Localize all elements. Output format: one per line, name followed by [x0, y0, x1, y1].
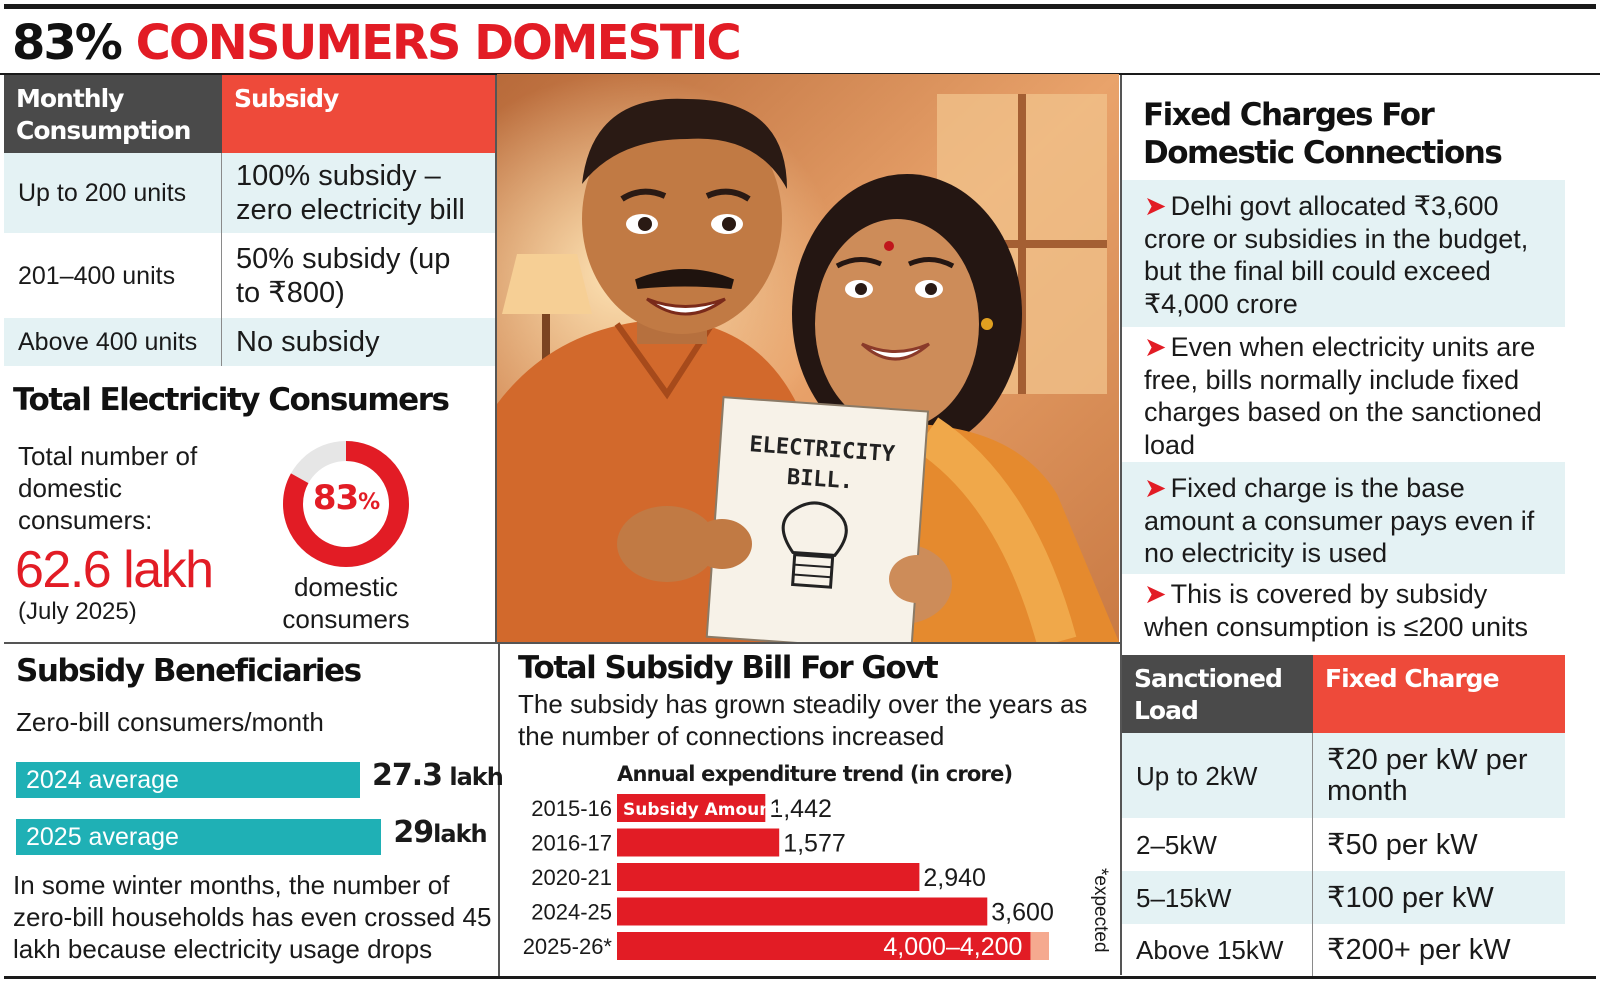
total-consumers-value: 62.6 lakh	[15, 541, 214, 599]
fixed-row-1-load: Up to 2kW	[1122, 733, 1313, 818]
subsidy-footnote: *expected	[1090, 868, 1111, 953]
fixed-row-3-charge: ₹100 per kW	[1313, 871, 1565, 924]
beneficiaries-value-unit: lakh	[442, 763, 503, 791]
table-header-subsidy: Subsidy	[222, 75, 495, 153]
fixed-point-1: ➤ Delhi govt allocated ₹3,600 crore or su…	[1122, 180, 1565, 327]
beneficiaries-bar-chart: 2024 average 27.3 lakh 2025 average 29lakh	[0, 0, 504, 855]
subsidy-bar	[617, 828, 780, 857]
fixed-point-2: ➤ Even when electricity units are free, b…	[1122, 327, 1565, 462]
table-row-3-subsidy: No subsidy	[222, 318, 495, 366]
beneficiaries-value-unit: lakh	[433, 820, 487, 848]
donut-label-value: 83%	[276, 478, 416, 518]
beneficiaries-value-1: 27.3 lakh	[371, 758, 504, 793]
bottom-rule	[4, 976, 1596, 979]
subsidy-bar	[617, 863, 920, 891]
donut-unit: %	[358, 490, 380, 515]
headline-percent: 83%	[12, 15, 123, 71]
fixed-point-4: ➤ This is covered by subsidy when consump…	[1122, 574, 1565, 654]
table-row-2-subsidy: 50% subsidy (up to ₹800)	[236, 242, 451, 309]
couple-illustration: ELECTRICITY BILL.	[497, 74, 1119, 642]
table-row-2-consumption: 201–400 units	[18, 261, 176, 290]
subsidy-value-label: 1,442	[769, 795, 832, 823]
divider-middle	[4, 642, 1120, 644]
total-consumers-date: (July 2025)	[18, 598, 137, 625]
fixed-point-4-text: This is covered by subsidy when consumpt…	[1144, 579, 1529, 642]
donut-value: 83	[312, 478, 359, 518]
subsidy-bill-subtitle: The subsidy has grown steadily over the …	[518, 689, 1088, 751]
subsidy-category-label: 2025-26*	[523, 934, 613, 959]
subsidy-bill-title: Total Subsidy Bill For Govt	[518, 650, 939, 686]
subsidy-bar	[617, 897, 988, 926]
top-rule	[4, 4, 1596, 9]
table-header-consumption: Monthly Consumption	[4, 75, 222, 153]
fixed-row-3-load: 5–15kW	[1122, 871, 1313, 924]
beneficiaries-bar-2: 2025 average	[16, 819, 382, 855]
subsidy-bar	[617, 932, 1031, 960]
subsidy-category-label: 2020-21	[531, 865, 612, 890]
table-row-1-consumption: Up to 200 units	[4, 153, 222, 233]
subsidy-legend-label: Subsidy Amount	[623, 800, 780, 820]
subsidy-category-label: 2024-25	[531, 900, 612, 925]
beneficiaries-title: Subsidy Beneficiaries	[16, 653, 362, 689]
subsidy-category-label: 2016-17	[531, 831, 612, 856]
total-consumers-title: Total Electricity Consumers	[13, 382, 450, 418]
beneficiaries-subtitle: Zero-bill consumers/month	[16, 707, 324, 737]
fixed-row-2-charge: ₹50 per kW	[1327, 828, 1478, 861]
fixed-row-4-load: Above 15kW	[1136, 935, 1284, 965]
fixed-point-3-text: Fixed charge is the base amount a consum…	[1144, 473, 1535, 568]
subsidy-value-label: 1,577	[783, 830, 846, 858]
total-consumers-label: Total number of domestic consumers:	[18, 441, 198, 535]
beneficiaries-note: In some winter months, the number of zer…	[13, 870, 492, 964]
fixed-point-2-text: Even when electricity units are free, bi…	[1144, 332, 1542, 460]
fixed-table-header-charge: Fixed Charge	[1313, 655, 1565, 733]
fixed-row-1-charge: ₹20 per kW per month	[1313, 733, 1565, 818]
table-column-divider	[221, 153, 222, 366]
beneficiaries-value-number: 29	[393, 815, 434, 850]
headline: 83% CONSUMERS DOMESTIC	[12, 12, 742, 74]
beneficiaries-value-2: 29lakh	[393, 815, 487, 850]
subsidy-value-label: 2,940	[923, 864, 986, 892]
fixed-row-2-load: 2–5kW	[1136, 829, 1217, 860]
domestic-donut-chart	[283, 441, 409, 567]
headline-text: CONSUMERS DOMESTIC	[135, 15, 742, 71]
subsidy-category-label: 2015-16	[531, 796, 612, 821]
arrow-icon: ➤	[1144, 579, 1167, 609]
fixed-charges-title: Fixed Charges For Domestic Connections	[1143, 97, 1503, 171]
subsidy-value-label: 3,600	[991, 899, 1054, 927]
divider-right	[1120, 75, 1122, 975]
subsidy-value-label: 4,000–4,200	[883, 933, 1022, 961]
fixed-table-column-divider	[1312, 733, 1313, 976]
arrow-icon: ➤	[1144, 332, 1167, 362]
beneficiaries-bar-1: 2024 average	[16, 762, 360, 798]
bill-text-line2: BILL.	[786, 465, 854, 495]
fixed-point-3: ➤ Fixed charge is the base amount a consu…	[1122, 462, 1565, 574]
donut-caption: domestic consumers	[282, 572, 410, 634]
arrow-icon: ➤	[1144, 473, 1167, 503]
fixed-point-1-text: Delhi govt allocated ₹3,600 crore or sub…	[1144, 191, 1529, 319]
arrow-icon: ➤	[1144, 191, 1167, 221]
table-row-3-consumption: Above 400 units	[4, 318, 222, 366]
donut-arc	[283, 441, 409, 567]
beneficiaries-value-number: 27.3	[371, 758, 443, 793]
fixed-row-4-charge: ₹200+ per kW	[1327, 934, 1511, 966]
divider-left	[495, 75, 497, 642]
table-row-1-subsidy: 100% subsidy – zero electricity bill	[222, 153, 495, 233]
subsidy-chart-title: Annual expenditure trend (in crore)	[617, 762, 1013, 786]
fixed-table-header-load: Sanctioned Load	[1122, 655, 1313, 733]
divider-bottom-center	[498, 644, 500, 976]
couple-illustration-art: ELECTRICITY BILL.	[497, 74, 1119, 642]
subsidy-bar	[617, 794, 766, 822]
